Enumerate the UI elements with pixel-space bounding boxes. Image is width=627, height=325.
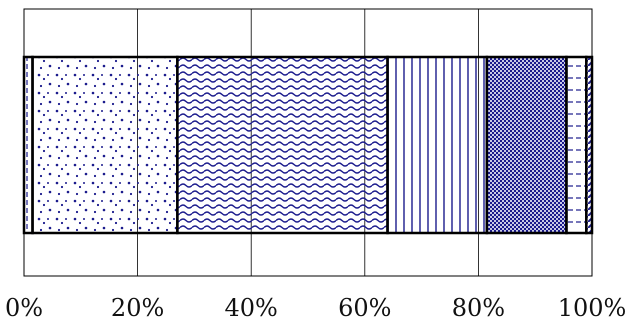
- bar-segment-6: [565, 55, 588, 235]
- x-tick-label-4: 80%: [452, 294, 505, 322]
- bar-segment-1: [22, 55, 34, 235]
- x-tick-label-1: 20%: [111, 294, 164, 322]
- x-axis-tick-labels: 0% 20% 40% 60% 80% 100%: [5, 294, 626, 322]
- bar-segment-5: [485, 55, 568, 235]
- bar-segments: [22, 55, 594, 235]
- x-tick-label-5: 100%: [558, 294, 627, 322]
- bar-segment-4: [386, 55, 489, 235]
- x-tick-label-3: 60%: [338, 294, 391, 322]
- bar-segment-7: [585, 55, 594, 235]
- x-tick-label-2: 40%: [225, 294, 278, 322]
- bar-segment-3: [176, 55, 389, 235]
- x-tick-label-0: 0%: [5, 294, 43, 322]
- bar-segment-2: [31, 55, 179, 235]
